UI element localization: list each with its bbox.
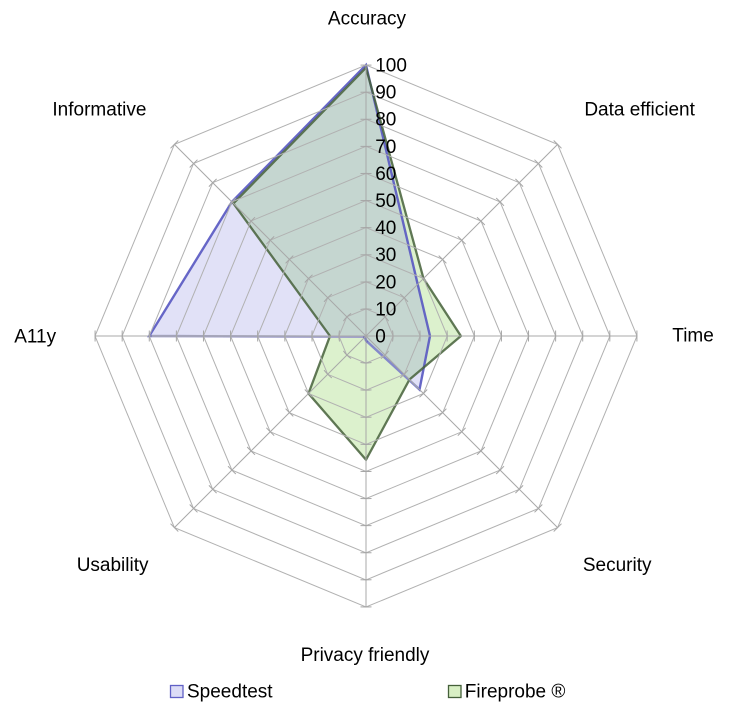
svg-text:A11y: A11y (14, 327, 56, 348)
svg-text:Accuracy: Accuracy (328, 9, 407, 30)
svg-text:70: 70 (375, 137, 396, 158)
svg-text:Usability: Usability (77, 555, 149, 576)
svg-text:50: 50 (375, 191, 396, 212)
svg-text:10: 10 (375, 299, 396, 320)
svg-text:Fireprobe ®: Fireprobe ® (465, 681, 566, 702)
svg-text:20: 20 (375, 272, 396, 293)
svg-text:30: 30 (375, 245, 396, 266)
svg-text:80: 80 (375, 110, 396, 131)
svg-text:60: 60 (375, 164, 396, 185)
svg-text:Time: Time (672, 326, 714, 347)
svg-text:Privacy friendly: Privacy friendly (301, 645, 430, 666)
svg-text:40: 40 (375, 218, 396, 239)
svg-text:0: 0 (375, 327, 386, 348)
svg-text:Informative: Informative (52, 100, 146, 121)
svg-text:100: 100 (375, 56, 407, 77)
svg-text:90: 90 (375, 83, 396, 104)
svg-text:Security: Security (583, 555, 652, 576)
svg-text:Speedtest: Speedtest (187, 681, 273, 702)
svg-text:Data efficient: Data efficient (584, 99, 695, 120)
